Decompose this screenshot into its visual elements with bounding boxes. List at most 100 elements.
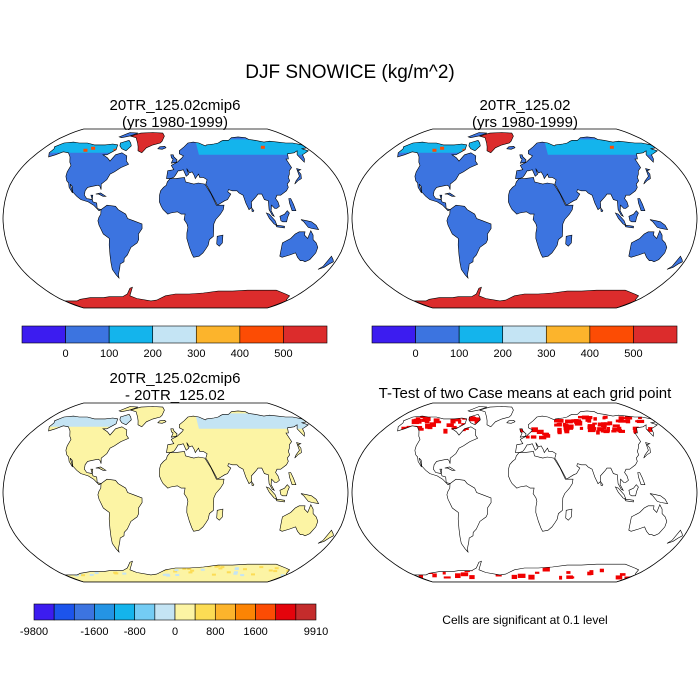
coastline-java bbox=[624, 498, 634, 503]
panel-2-title-line2: (yrs 1980-1999) bbox=[472, 114, 578, 131]
land-eurasia bbox=[515, 136, 658, 217]
colorbar-tick-label: -800 bbox=[124, 626, 146, 638]
land-greenland bbox=[130, 406, 165, 427]
colorbar-tick-label: 1600 bbox=[243, 626, 267, 638]
coastline-sri-lanka bbox=[600, 481, 604, 487]
map-border bbox=[351, 128, 698, 309]
coastline-baffin-island bbox=[119, 413, 132, 426]
land-australia bbox=[279, 504, 318, 536]
coastline-greenland bbox=[478, 132, 514, 154]
land-indonesia-sumatra bbox=[266, 213, 277, 226]
land-new-guinea bbox=[650, 219, 668, 230]
coastline-north-america bbox=[397, 415, 479, 486]
land-indonesia-sumatra bbox=[615, 213, 626, 226]
land-australia bbox=[628, 230, 667, 262]
significance-note: Cells are significant at 0.1 level bbox=[442, 613, 608, 627]
map-border bbox=[2, 128, 349, 309]
colorbar-box bbox=[458, 325, 504, 344]
coastline-greenland bbox=[129, 406, 165, 428]
colorbar-1: 0 100 200 300 400 500 bbox=[21, 325, 328, 360]
land-antarctica bbox=[64, 287, 290, 308]
coastline-baffin-island bbox=[468, 139, 481, 152]
coastline-australia bbox=[279, 503, 319, 537]
colorbar-tick-label: 500 bbox=[624, 348, 642, 360]
coastline-new-guinea bbox=[300, 219, 320, 230]
coastline-ellesmere bbox=[467, 132, 488, 139]
colorbar-tick-label: 300 bbox=[537, 348, 555, 360]
colorbar-2: 0 100 200 300 400 500 bbox=[371, 325, 678, 360]
coastline-africa bbox=[159, 177, 225, 258]
colorbar-box bbox=[114, 603, 136, 621]
coastline-uk bbox=[170, 428, 178, 438]
colorbar-box bbox=[545, 325, 591, 344]
coastline-indonesia-borneo bbox=[628, 210, 639, 223]
colorbar-box bbox=[194, 603, 216, 621]
panel-3-title: 20TR_125.02cmip6 - 20TR_125.02 bbox=[5, 370, 345, 404]
coastline-cuba bbox=[444, 466, 456, 471]
colorbar-tick-label: 200 bbox=[494, 348, 512, 360]
coastline-australia bbox=[279, 229, 319, 263]
land-new-zealand bbox=[318, 530, 334, 544]
colorbar-box bbox=[235, 603, 256, 621]
colorbar-tick-label: -9800 bbox=[20, 626, 48, 638]
colorbar-box bbox=[21, 325, 66, 344]
land-africa bbox=[159, 177, 224, 258]
coastline-south-america bbox=[97, 478, 143, 553]
coastline-iceland bbox=[506, 145, 516, 150]
land-australia bbox=[279, 230, 318, 262]
colorbar-box bbox=[53, 603, 75, 621]
coastline-japan bbox=[643, 168, 651, 185]
map-panel-1 bbox=[2, 128, 349, 309]
panel-1-title-line2: (yrs 1980-1999) bbox=[122, 114, 228, 131]
land-north-america bbox=[48, 416, 129, 485]
map-panel-3 bbox=[2, 402, 349, 583]
coastline-iceland bbox=[157, 419, 167, 424]
land-greenland bbox=[480, 407, 514, 427]
coastline-japan bbox=[294, 168, 302, 185]
coastline-uk bbox=[519, 154, 527, 164]
land-south-america bbox=[446, 205, 492, 278]
coastline-greenland bbox=[478, 406, 514, 428]
coastline-ellesmere bbox=[467, 406, 488, 413]
colorbar-tick-label: 400 bbox=[231, 348, 249, 360]
coastline-south-america bbox=[446, 204, 492, 279]
land-java bbox=[624, 225, 634, 228]
land-africa bbox=[508, 177, 573, 258]
land-eurasia bbox=[166, 136, 309, 217]
land-africa bbox=[159, 451, 224, 532]
coastline-antarctica bbox=[64, 286, 291, 308]
land-philippines bbox=[288, 198, 296, 211]
coastline-eurasia bbox=[166, 136, 309, 218]
coastline-indonesia-sumatra bbox=[614, 486, 627, 500]
coastline-uk bbox=[519, 428, 527, 438]
coastline-new-guinea bbox=[300, 493, 320, 504]
coastline-ellesmere bbox=[118, 406, 139, 413]
coastline-cuba bbox=[444, 192, 456, 197]
land-new-guinea bbox=[301, 493, 319, 504]
land-north-america bbox=[397, 142, 478, 211]
colorbar-tick-label: 9910 bbox=[304, 626, 328, 638]
land-ellesmere bbox=[468, 132, 487, 138]
land-indonesia-sumatra bbox=[266, 487, 277, 500]
land-madagascar bbox=[565, 235, 572, 247]
land-java bbox=[275, 225, 285, 228]
land-madagascar bbox=[216, 509, 223, 521]
coastline-north-america bbox=[397, 141, 479, 212]
panel-1-title-line1: 20TR_125.02cmip6 bbox=[109, 97, 241, 114]
colorbar-box bbox=[94, 603, 115, 621]
colorbar-box bbox=[283, 325, 328, 344]
coastline-eurasia bbox=[166, 410, 309, 492]
land-ellesmere bbox=[119, 406, 138, 412]
coastline-iceland bbox=[506, 419, 516, 424]
coastline-eurasia bbox=[515, 410, 658, 492]
coastline-antarctica bbox=[64, 560, 291, 582]
colorbar-tick-label: 100 bbox=[450, 348, 468, 360]
coastline-south-america bbox=[446, 478, 492, 553]
coastline-new-zealand bbox=[666, 529, 683, 544]
coastline-greenland bbox=[129, 132, 165, 154]
figure-title: DJF SNOWICE (kg/m^2) bbox=[245, 62, 455, 83]
panel-1-title: 20TR_125.02cmip6 (yrs 1980-1999) bbox=[5, 97, 345, 131]
coastline-antarctica bbox=[413, 560, 640, 582]
colorbar-box bbox=[154, 603, 176, 621]
